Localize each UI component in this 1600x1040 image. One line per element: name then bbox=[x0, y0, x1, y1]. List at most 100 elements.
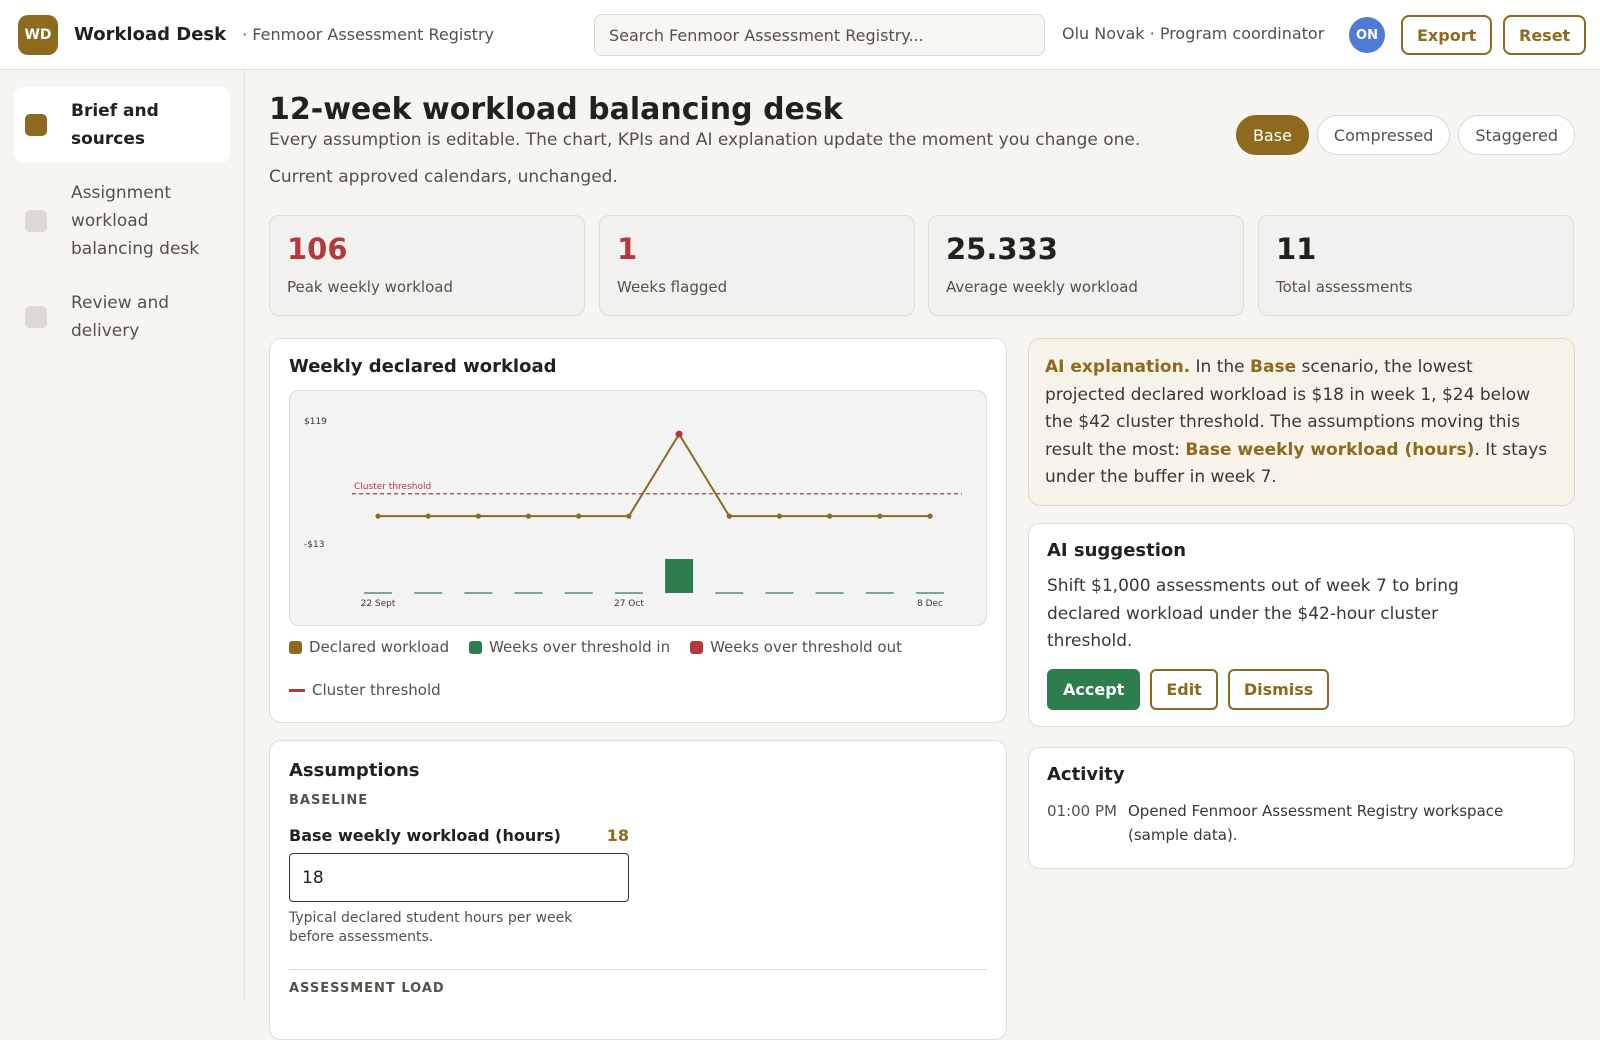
ai-explanation-scenario: Base bbox=[1250, 357, 1297, 377]
kpi-label: Weeks flagged bbox=[617, 278, 728, 296]
export-button[interactable]: Export bbox=[1401, 15, 1493, 55]
kpi-value: 11 bbox=[1276, 232, 1317, 266]
legend-swatch bbox=[469, 640, 483, 654]
data-point bbox=[525, 513, 532, 519]
data-point bbox=[475, 513, 481, 519]
kpi-card-average: 25.333 Average weekly workload bbox=[928, 215, 1244, 316]
field-label: Base weekly workload (hours) bbox=[289, 826, 561, 845]
x-tick-label: 22 Sept bbox=[361, 599, 396, 609]
point-over-threshold-out bbox=[675, 430, 683, 438]
app-name: Workload Desk bbox=[74, 24, 227, 45]
legend-label: Declared workload bbox=[309, 638, 450, 656]
kpi-card-total: 11 Total assessments bbox=[1258, 215, 1574, 316]
data-point bbox=[726, 513, 732, 519]
scenario-compressed-button[interactable]: Compressed bbox=[1316, 115, 1451, 155]
section-label-assessment-load: ASSESSMENT LOAD bbox=[289, 981, 445, 996]
accept-button[interactable]: Accept bbox=[1047, 668, 1141, 710]
scenario-switcher: Base Compressed Staggered bbox=[1235, 115, 1575, 155]
legend-swatch bbox=[289, 640, 302, 654]
ai-suggestion-card: AI suggestion Shift $1,000 assessments o… bbox=[1028, 523, 1575, 727]
scenario-description: Current approved calendars, unchanged. bbox=[269, 167, 618, 187]
sidebar-item-brief[interactable]: Brief and sources bbox=[14, 87, 230, 163]
data-point bbox=[375, 513, 381, 519]
x-tick-label: 27 Oct bbox=[614, 599, 644, 609]
suggestion-title: AI suggestion bbox=[1047, 540, 1187, 561]
workload-chart: $119 -$13 Cluster threshold 22 Sept 27 Oct 8 … bbox=[304, 417, 962, 609]
scenario-staggered-button[interactable]: Staggered bbox=[1458, 115, 1575, 155]
dismiss-button[interactable]: Dismiss bbox=[1227, 668, 1330, 710]
sidebar-item-label: Assignment workload balancing desk bbox=[71, 183, 200, 259]
page-subtitle: Every assumption is editable. The chart,… bbox=[269, 130, 1141, 150]
assumptions-title: Assumptions bbox=[289, 760, 420, 781]
workspace-name: · Fenmoor Assessment Registry bbox=[242, 25, 494, 44]
kpi-card-flagged: 1 Weeks flagged bbox=[599, 215, 915, 316]
kpi-label: Total assessments bbox=[1276, 278, 1413, 296]
base-workload-input[interactable] bbox=[289, 853, 629, 902]
kpi-value: 106 bbox=[287, 232, 348, 266]
ai-explanation-text: scenario, the lowest projected declared … bbox=[1045, 357, 1531, 460]
chart-card: Weekly declared workload $119 -$13 Cluster… bbox=[269, 338, 1007, 723]
data-point bbox=[927, 513, 933, 519]
suggestion-actions: Accept Edit Dismiss bbox=[1047, 668, 1556, 710]
legend-label: Weeks over threshold in bbox=[489, 638, 671, 656]
ai-explanation-driver: Base weekly workload (hours) bbox=[1185, 439, 1475, 460]
legend-item-declared: Declared workload bbox=[289, 636, 449, 658]
user-name: Olu Novak · Program coordinator bbox=[1062, 24, 1325, 43]
assumptions-card: Assumptions BASELINE Base weekly workloa… bbox=[269, 740, 1007, 1040]
legend-label: Cluster threshold bbox=[312, 681, 441, 699]
sidebar-item-balancing-desk[interactable]: Assignment workload balancing desk bbox=[14, 169, 230, 273]
avatar[interactable]: ON bbox=[1349, 17, 1385, 53]
chart-legend: Declared workload Weeks over threshold i… bbox=[289, 636, 987, 722]
legend-swatch bbox=[289, 688, 305, 692]
x-tick-label: 8 Dec bbox=[917, 599, 943, 609]
step-marker-icon bbox=[25, 114, 47, 136]
legend-item-over-out: Weeks over threshold out bbox=[690, 636, 902, 658]
activity-card: Activity 01:00 PM Opened Fenmoor Assessm… bbox=[1028, 747, 1575, 869]
ai-explanation-card: AI explanation. In the Base scenario, th… bbox=[1028, 338, 1575, 506]
reset-button[interactable]: Reset bbox=[1503, 15, 1587, 55]
app-logo: WD bbox=[18, 14, 58, 55]
chart-title: Weekly declared workload bbox=[289, 356, 557, 377]
step-marker-icon bbox=[25, 210, 47, 232]
kpi-label: Peak weekly workload bbox=[287, 278, 453, 296]
field-value: 18 bbox=[606, 826, 629, 845]
main-content: 12-week workload balancing desk Every as… bbox=[269, 70, 1575, 1040]
data-point bbox=[576, 513, 582, 519]
activity-item: 01:00 PM Opened Fenmoor Assessment Regis… bbox=[1047, 799, 1556, 847]
suggestion-text: Shift $1,000 assessments out of week 7 t… bbox=[1047, 576, 1459, 651]
data-point bbox=[776, 513, 783, 519]
ai-explanation-text: . It stays under the buffer in week 7. bbox=[1045, 439, 1548, 488]
legend-label: Weeks over threshold out bbox=[710, 638, 902, 656]
scenario-base-button[interactable]: Base bbox=[1235, 115, 1309, 155]
data-point bbox=[425, 513, 431, 519]
data-point bbox=[626, 513, 632, 519]
activity-time: 01:00 PM bbox=[1047, 802, 1117, 820]
ai-explanation-lead: AI explanation. bbox=[1045, 357, 1191, 377]
ai-explanation-text: In the bbox=[1190, 357, 1251, 377]
step-marker-icon bbox=[25, 306, 47, 328]
chart-area: $119 -$13 Cluster threshold 22 Sept 27 Oct 8 … bbox=[289, 390, 987, 626]
sidebar: Brief and sources Assignment workload ba… bbox=[0, 70, 245, 1000]
edit-button[interactable]: Edit bbox=[1150, 668, 1218, 710]
activity-text: Opened Fenmoor Assessment Registry works… bbox=[1128, 802, 1504, 844]
kpi-label: Average weekly workload bbox=[946, 278, 1138, 296]
legend-item-threshold: Cluster threshold bbox=[289, 679, 441, 701]
declared-workload-line bbox=[378, 432, 930, 518]
sidebar-item-review[interactable]: Review and delivery bbox=[14, 279, 230, 355]
page-title: 12-week workload balancing desk bbox=[269, 92, 843, 127]
kpi-value: 1 bbox=[617, 232, 638, 266]
legend-item-over-in: Weeks over threshold in bbox=[469, 636, 670, 658]
y-tick-label: $119 bbox=[304, 417, 327, 427]
data-point bbox=[877, 513, 883, 519]
field-row: Base weekly workload (hours) 18 bbox=[289, 826, 629, 845]
bar-over-in bbox=[665, 559, 694, 593]
divider bbox=[289, 969, 987, 970]
search-input[interactable] bbox=[594, 14, 1045, 56]
kpi-card-peak: 106 Peak weekly workload bbox=[269, 215, 585, 316]
data-point bbox=[827, 513, 833, 519]
kpi-value: 25.333 bbox=[946, 232, 1058, 266]
y-tick-label: -$13 bbox=[304, 540, 324, 550]
field-help: Typical declared student hours per week … bbox=[289, 910, 573, 945]
section-label-baseline: BASELINE bbox=[289, 793, 369, 808]
sidebar-item-label: Review and delivery bbox=[71, 293, 170, 341]
